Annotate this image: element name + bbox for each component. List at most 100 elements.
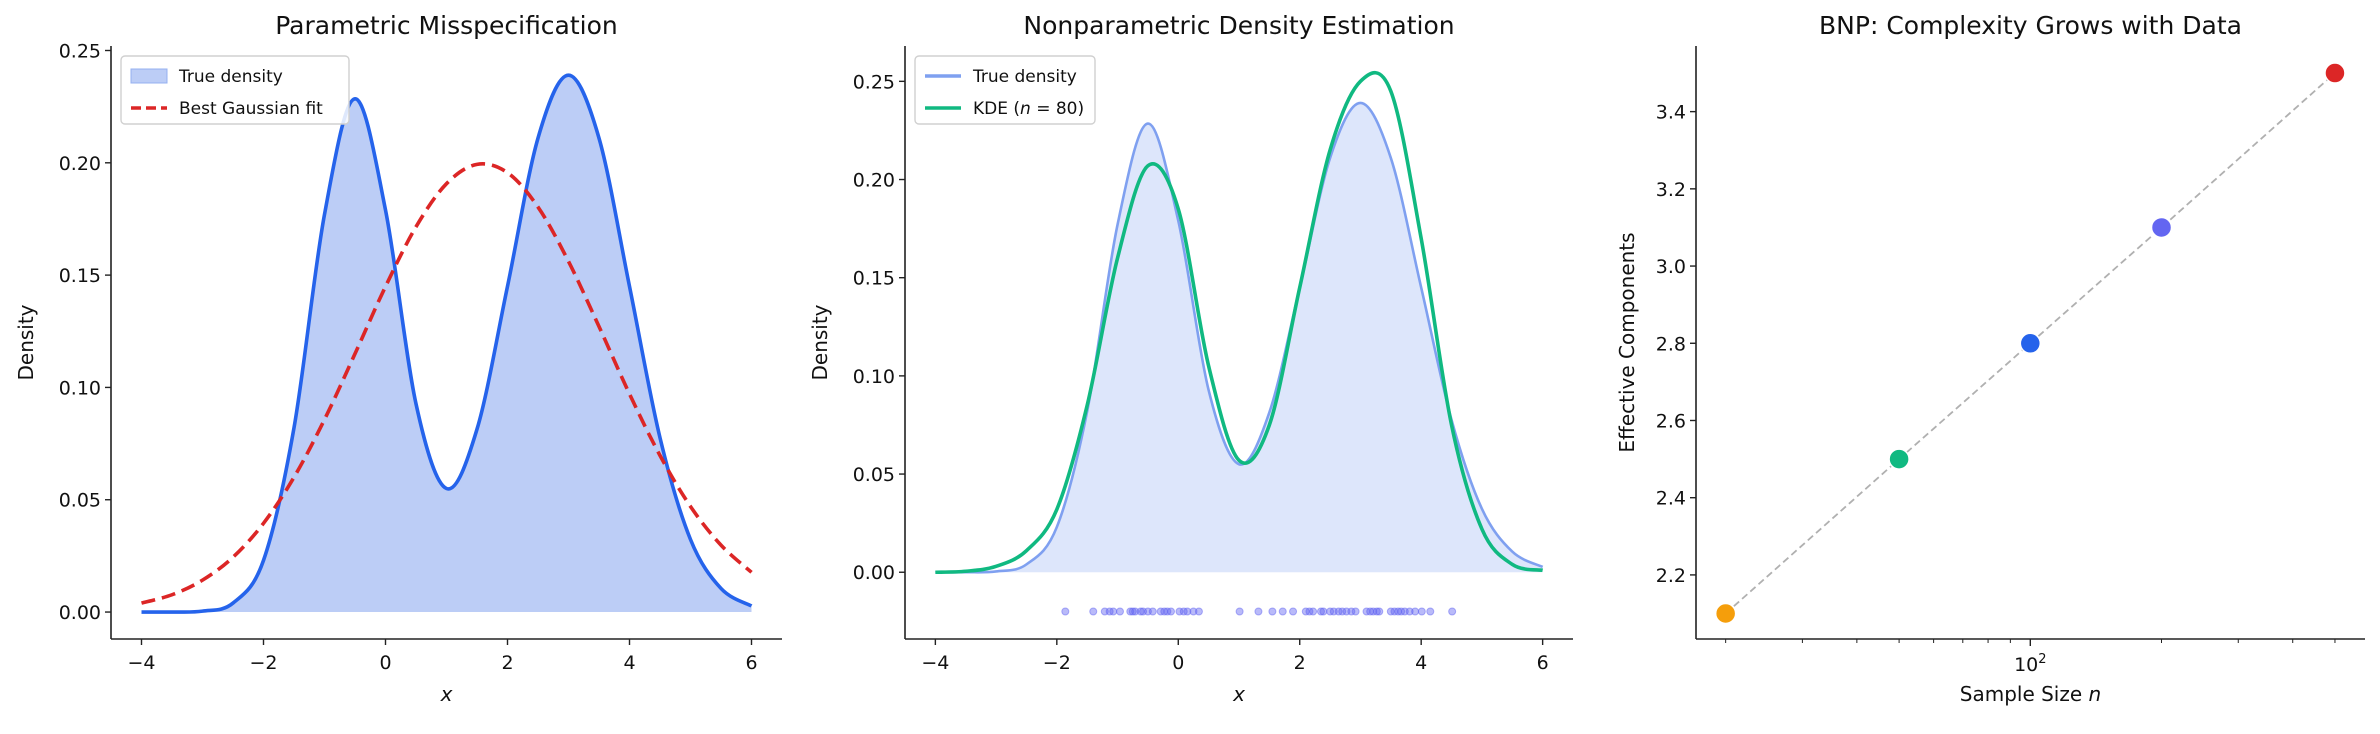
rug-point	[1309, 607, 1318, 616]
x-tick-label: 2	[501, 652, 513, 674]
x-tick-label: −2	[249, 652, 277, 674]
rug-point	[1183, 607, 1192, 616]
legend-label-var: n	[1020, 99, 1031, 119]
rug-point	[1289, 607, 1298, 616]
x-tick-label: 6	[1537, 652, 1549, 674]
y-tick-label: 0.05	[853, 464, 895, 486]
x-tick-label: 0	[379, 652, 391, 674]
x-tick-label: −4	[127, 652, 155, 674]
y-tick-label: 0.10	[59, 377, 101, 399]
x-tick-label: 4	[1415, 652, 1427, 674]
rug-point	[1109, 607, 1118, 616]
rug-point	[1115, 607, 1124, 616]
x-tick-label: 6	[745, 652, 757, 674]
rug-point	[1278, 607, 1287, 616]
y-tick-label: 0.20	[853, 170, 895, 192]
true-density-line	[935, 101, 1544, 574]
rug-point	[1128, 607, 1137, 616]
legend-label: KDE (n = 80)	[973, 99, 1084, 119]
rug-point	[1268, 607, 1277, 616]
data-point	[2324, 62, 2346, 84]
true-density-line	[141, 73, 753, 614]
y-tick-label: 0.00	[59, 602, 101, 624]
y-axis-label: Effective Components	[1615, 232, 1639, 452]
rug-point	[1372, 607, 1381, 616]
x-tick-exponent: 2	[2038, 652, 2046, 667]
chart-title: BNP: Complexity Grows with Data	[1819, 11, 2242, 40]
y-tick-label: 0.15	[853, 268, 895, 290]
rug-point	[1061, 607, 1070, 616]
rug-point	[1426, 607, 1435, 616]
rug-point	[1338, 607, 1347, 616]
data-point	[1714, 602, 1737, 625]
x-tick-label: 4	[623, 652, 635, 674]
rug-point	[1194, 607, 1203, 616]
rug-point	[1347, 607, 1356, 616]
legend-frame	[120, 55, 350, 125]
panel-bnp-complexity: BNP: Complexity Grows with Data 2.2 2.4 2.6…	[1615, 11, 2365, 706]
legend-label-prefix: KDE (	[973, 99, 1020, 119]
x-axis-label: x	[1232, 682, 1245, 706]
y-tick-label: 2.6	[1656, 410, 1686, 432]
rug-point	[1131, 607, 1140, 616]
y-tick-label: 2.2	[1656, 565, 1686, 587]
legend-label: True density	[178, 67, 283, 87]
x-tick-label: 0	[1172, 652, 1184, 674]
x-axis-label: x	[440, 682, 453, 706]
legend: True density KDE (n = 80)	[914, 55, 1096, 125]
legend-swatch-true-density	[130, 68, 168, 84]
legend-label: Best Gaussian fit	[179, 99, 323, 119]
y-tick-label: 0.20	[59, 153, 101, 175]
y-tick-label: 0.25	[853, 71, 895, 93]
rug-point	[1189, 607, 1198, 616]
y-tick-label: 0.15	[59, 265, 101, 287]
rug-point	[1411, 607, 1420, 616]
y-tick-label: 0.00	[853, 562, 895, 584]
x-axis-label: Sample Size n	[1960, 682, 2101, 706]
y-tick-label: 2.8	[1656, 333, 1686, 355]
x-axis-label-var: n	[2089, 682, 2102, 706]
x-tick-label: 102	[2014, 652, 2046, 676]
gaussian-fit-line	[141, 162, 753, 605]
y-tick-label: 3.2	[1656, 179, 1686, 201]
x-tick-label: 2	[1294, 652, 1306, 674]
legend-label: True density	[972, 67, 1077, 87]
x-tick-label: −2	[1043, 652, 1071, 674]
data-point	[2019, 332, 2042, 355]
legend-label-suffix: = 80)	[1031, 99, 1084, 119]
rug-point	[1316, 607, 1325, 616]
rug-point	[1175, 607, 1184, 616]
panel-nonparametric-density: Nonparametric Density Estimation 0.00 0.05…	[808, 11, 1573, 706]
x-axis-label-text: Sample Size	[1960, 682, 2089, 706]
x-tick-label: −4	[921, 652, 949, 674]
rug-point	[1351, 607, 1360, 616]
y-tick-label: 2.4	[1656, 488, 1686, 510]
y-tick-label: 0.10	[853, 366, 895, 388]
y-axis-label: Density	[808, 304, 832, 380]
legend: True density Best Gaussian fit	[120, 55, 350, 125]
y-tick-label: 0.25	[59, 40, 101, 62]
rug-point	[1166, 607, 1175, 616]
y-tick-label: 0.05	[59, 490, 101, 512]
rug-point	[1319, 607, 1328, 616]
rug-point	[1405, 607, 1414, 616]
y-axis-label: Density	[14, 304, 38, 380]
data-point	[2150, 216, 2173, 239]
kde-line	[935, 70, 1543, 575]
x-tick-base: 10	[2014, 654, 2038, 676]
chart-title: Parametric Misspecification	[275, 11, 618, 40]
rug-point	[1254, 607, 1263, 616]
density-fill-area	[141, 75, 752, 613]
rug-point	[1375, 607, 1384, 616]
panel-parametric-misspecification: Parametric Misspecification 0.00 0.05 0.10 0…	[14, 11, 782, 706]
rug-point	[1448, 607, 1457, 616]
chart-title: Nonparametric Density Estimation	[1023, 11, 1454, 40]
data-point	[1888, 448, 1910, 470]
rug-point	[1235, 607, 1244, 616]
rug-point	[1417, 607, 1426, 616]
y-tick-label: 3.0	[1656, 256, 1686, 278]
y-tick-label: 3.4	[1656, 102, 1686, 124]
density-fill-area	[935, 102, 1543, 573]
rug-point	[1089, 607, 1098, 616]
